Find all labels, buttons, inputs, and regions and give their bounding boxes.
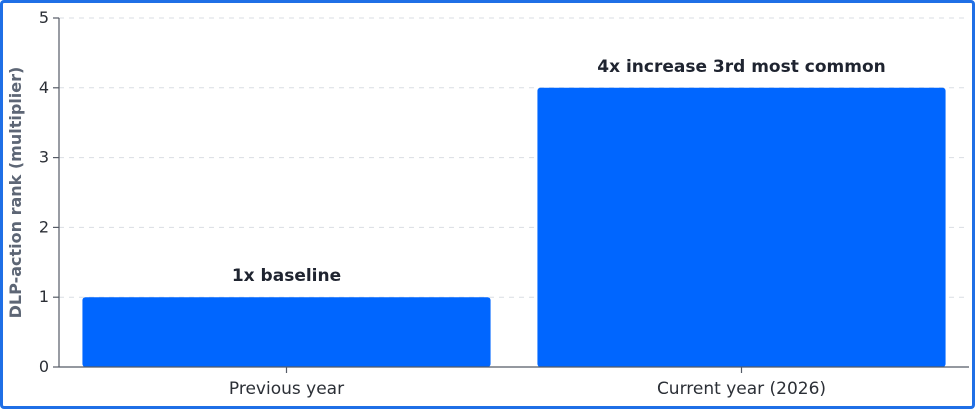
x-tick-label: Previous year bbox=[229, 379, 344, 399]
data-label: 4x increase 3rd most common bbox=[597, 57, 886, 77]
bar-chart: 0 1 2 3 4 5 Previous year 1x baseline Current ye… bbox=[6, 8, 969, 399]
axes bbox=[53, 17, 969, 373]
bar bbox=[82, 297, 491, 367]
y-tick-label: 3 bbox=[39, 148, 49, 167]
y-tick-label: 2 bbox=[39, 217, 49, 236]
labels: 0 1 2 3 4 5 Previous year 1x baseline Current ye… bbox=[39, 8, 886, 399]
data-label: 1x baseline bbox=[232, 266, 341, 286]
y-tick-label: 4 bbox=[39, 78, 49, 97]
y-axis-title: DLP-action rank (multiplier) bbox=[6, 67, 25, 319]
y-tick-label: 5 bbox=[39, 8, 49, 27]
x-tick-label: Current year (2026) bbox=[657, 379, 826, 399]
bars bbox=[82, 87, 946, 368]
y-tick-label: 1 bbox=[39, 287, 49, 306]
y-tick-label: 0 bbox=[39, 357, 49, 376]
bar bbox=[537, 87, 946, 368]
